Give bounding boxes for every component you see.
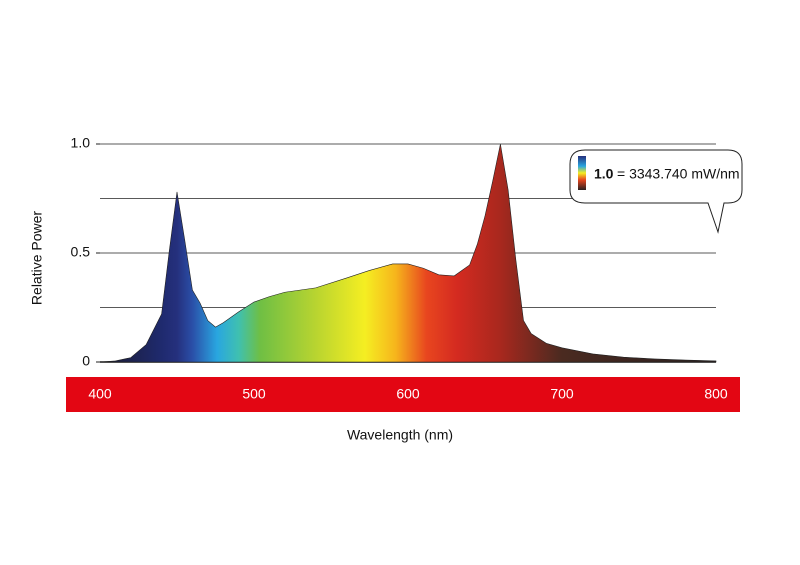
x-tick-label: 500: [242, 386, 266, 402]
annotation-bold: 1.0: [594, 166, 614, 182]
spectrum-area: [99, 143, 717, 363]
y-tick-label: 1.0: [71, 135, 91, 151]
x-tick-label: 700: [550, 386, 574, 402]
y-tick-label: 0.5: [71, 244, 91, 260]
labels: 0 0.5 1.0 400 500 600 700 800: [71, 135, 728, 402]
annotation-text: = 3343.740 mW/nm: [617, 166, 740, 182]
x-tick-label: 800: [704, 386, 728, 402]
x-tick-label: 600: [396, 386, 420, 402]
x-tick-label: 400: [88, 386, 112, 402]
color-key: [578, 156, 586, 190]
callout: [569, 149, 743, 234]
x-axis-label: Wavelength (nm): [347, 427, 453, 443]
wavelength-band: [66, 377, 740, 412]
y-tick-label: 0: [82, 353, 90, 369]
y-axis-label: Relative Power: [29, 211, 45, 305]
